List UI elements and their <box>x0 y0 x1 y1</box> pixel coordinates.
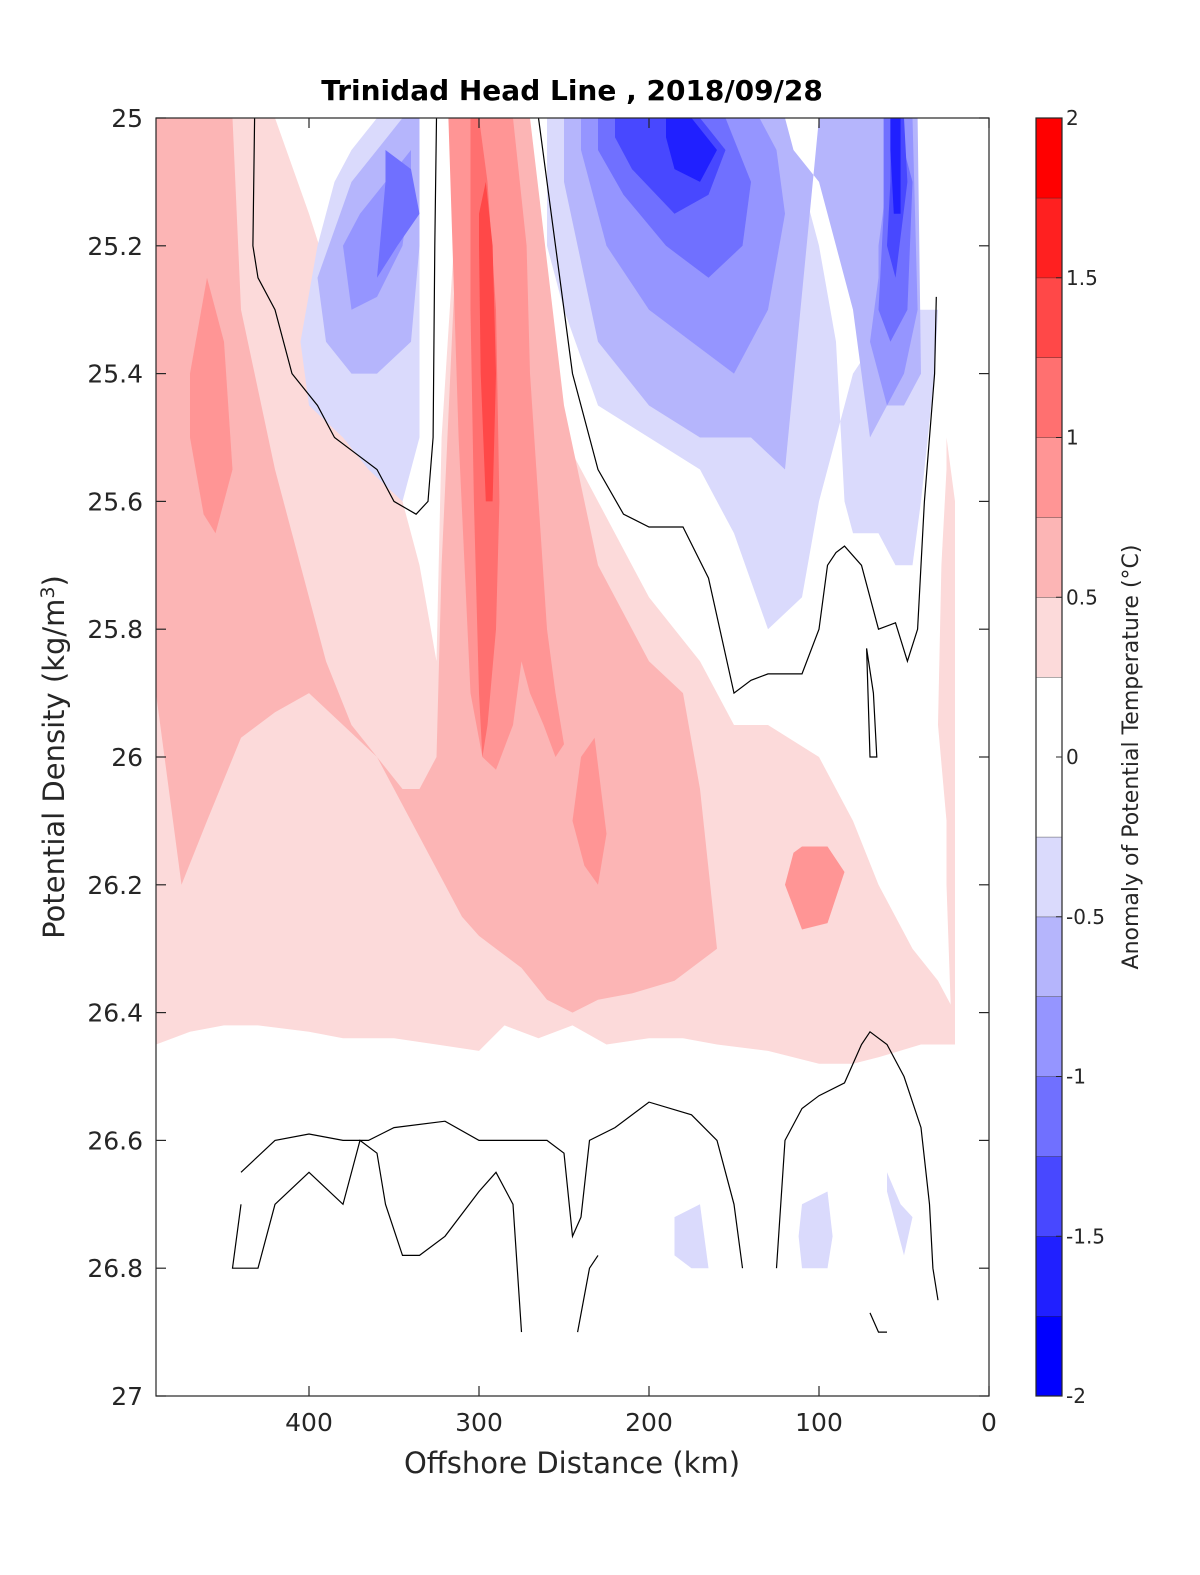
contour-region-23 <box>674 1204 709 1269</box>
colorbar-tick-label: 0.5 <box>1066 585 1098 609</box>
colorbar-band-6 <box>1036 916 1062 997</box>
x-tick-label: 300 <box>455 1408 503 1437</box>
y-axis-label-superscript: 3 <box>37 586 59 598</box>
colorbar-tick-label: 0 <box>1066 745 1079 769</box>
y-tick-label: 25.6 <box>87 487 143 516</box>
contour-region-24 <box>798 1191 833 1269</box>
colorbar-label: Anomaly of Potential Temperature (°C) <box>1119 545 1144 970</box>
colorbar-tick-label: -0.5 <box>1066 905 1105 929</box>
y-tick-label: 26.8 <box>87 1254 143 1283</box>
colorbar-band-14 <box>1036 197 1062 278</box>
contour-region-25 <box>887 1172 913 1256</box>
colorbar-tick-label: -2 <box>1066 1384 1086 1408</box>
x-tick-label: 100 <box>795 1408 843 1437</box>
contour-region-2 <box>156 118 717 1013</box>
zero-contour-line-4 <box>240 1101 744 1269</box>
zero-contour-line-6 <box>775 1030 939 1301</box>
zero-contour-line-8 <box>869 1312 887 1333</box>
y-tick-label: 26 <box>111 743 143 772</box>
colorbar-band-4 <box>1036 1076 1062 1157</box>
contour-region-27 <box>946 693 955 1032</box>
contour-region-5 <box>572 737 607 885</box>
colorbar-bands <box>1036 117 1062 1396</box>
y-axis-label-suffix: ) <box>37 575 71 586</box>
plot-area <box>155 117 990 1397</box>
x-axis-label: Offshore Distance (km) <box>404 1446 740 1480</box>
y-tick-label: 27 <box>111 1382 143 1411</box>
zero-contour-line-3 <box>866 648 878 758</box>
contour-fill-layer <box>156 118 955 1269</box>
zero-contour-layer <box>231 118 939 1333</box>
contour-region-21 <box>666 118 717 182</box>
y-axis: 25 25.2 25.4 25.6 25.8 26 26.2 26.4 26.6 26.8 27 <box>87 104 989 1411</box>
zero-contour-line-5 <box>231 1139 523 1333</box>
colorbar-band-12 <box>1036 357 1062 438</box>
colorbar-tick-label: 2 <box>1066 106 1079 130</box>
colorbar: 2 1.5 1 0.5 0 -0.5 -1 -1.5 -2 <box>1035 106 1105 1408</box>
colorbar-band-9 <box>1036 597 1062 678</box>
zero-contour-line-1 <box>252 118 438 515</box>
contour-region-6 <box>785 846 845 930</box>
y-tick-label: 26.6 <box>87 1126 143 1155</box>
zero-contour-line-2 <box>537 118 937 695</box>
colorbar-tick-label: 1.5 <box>1066 266 1098 290</box>
x-tick-label: 0 <box>981 1408 997 1437</box>
contour-region-8 <box>479 181 496 502</box>
colorbar-band-15 <box>1036 118 1062 198</box>
y-axis-label-main: Potential Density (kg/m <box>37 599 71 939</box>
colorbar-band-7 <box>1036 836 1062 917</box>
contour-region-22 <box>890 118 901 214</box>
colorbar-tick-label: 1 <box>1066 426 1079 450</box>
y-tick-label: 25.4 <box>87 360 143 389</box>
colorbar-band-10 <box>1036 517 1062 598</box>
contour-region-3 <box>190 277 233 534</box>
colorbar-band-1 <box>1036 1316 1062 1396</box>
colorbar-band-11 <box>1036 437 1062 518</box>
x-tick-label: 400 <box>285 1408 333 1437</box>
contour-region-16 <box>377 150 420 278</box>
colorbar-band-2 <box>1036 1236 1062 1317</box>
x-tick-label: 200 <box>625 1408 673 1437</box>
zero-contour-line-7 <box>577 1255 599 1333</box>
y-tick-label: 26.4 <box>87 999 143 1028</box>
colorbar-tick-label: -1.5 <box>1066 1224 1105 1248</box>
chart-title: Trinidad Head Line , 2018/09/28 <box>321 74 823 107</box>
y-tick-label: 25 <box>111 104 143 133</box>
y-tick-label: 25.2 <box>87 232 143 261</box>
colorbar-band-13 <box>1036 277 1062 358</box>
colorbar-ticks: 2 1.5 1 0.5 0 -0.5 -1 -1.5 -2 <box>1056 106 1105 1408</box>
colorbar-band-3 <box>1036 1156 1062 1237</box>
colorbar-band-5 <box>1036 996 1062 1077</box>
colorbar-tick-label: -1 <box>1066 1065 1086 1089</box>
y-tick-label: 25.8 <box>87 615 143 644</box>
y-tick-label: 26.2 <box>87 871 143 900</box>
y-axis-label: Potential Density (kg/m3) <box>37 575 71 939</box>
x-axis: 400 300 200 100 0 <box>285 118 997 1437</box>
